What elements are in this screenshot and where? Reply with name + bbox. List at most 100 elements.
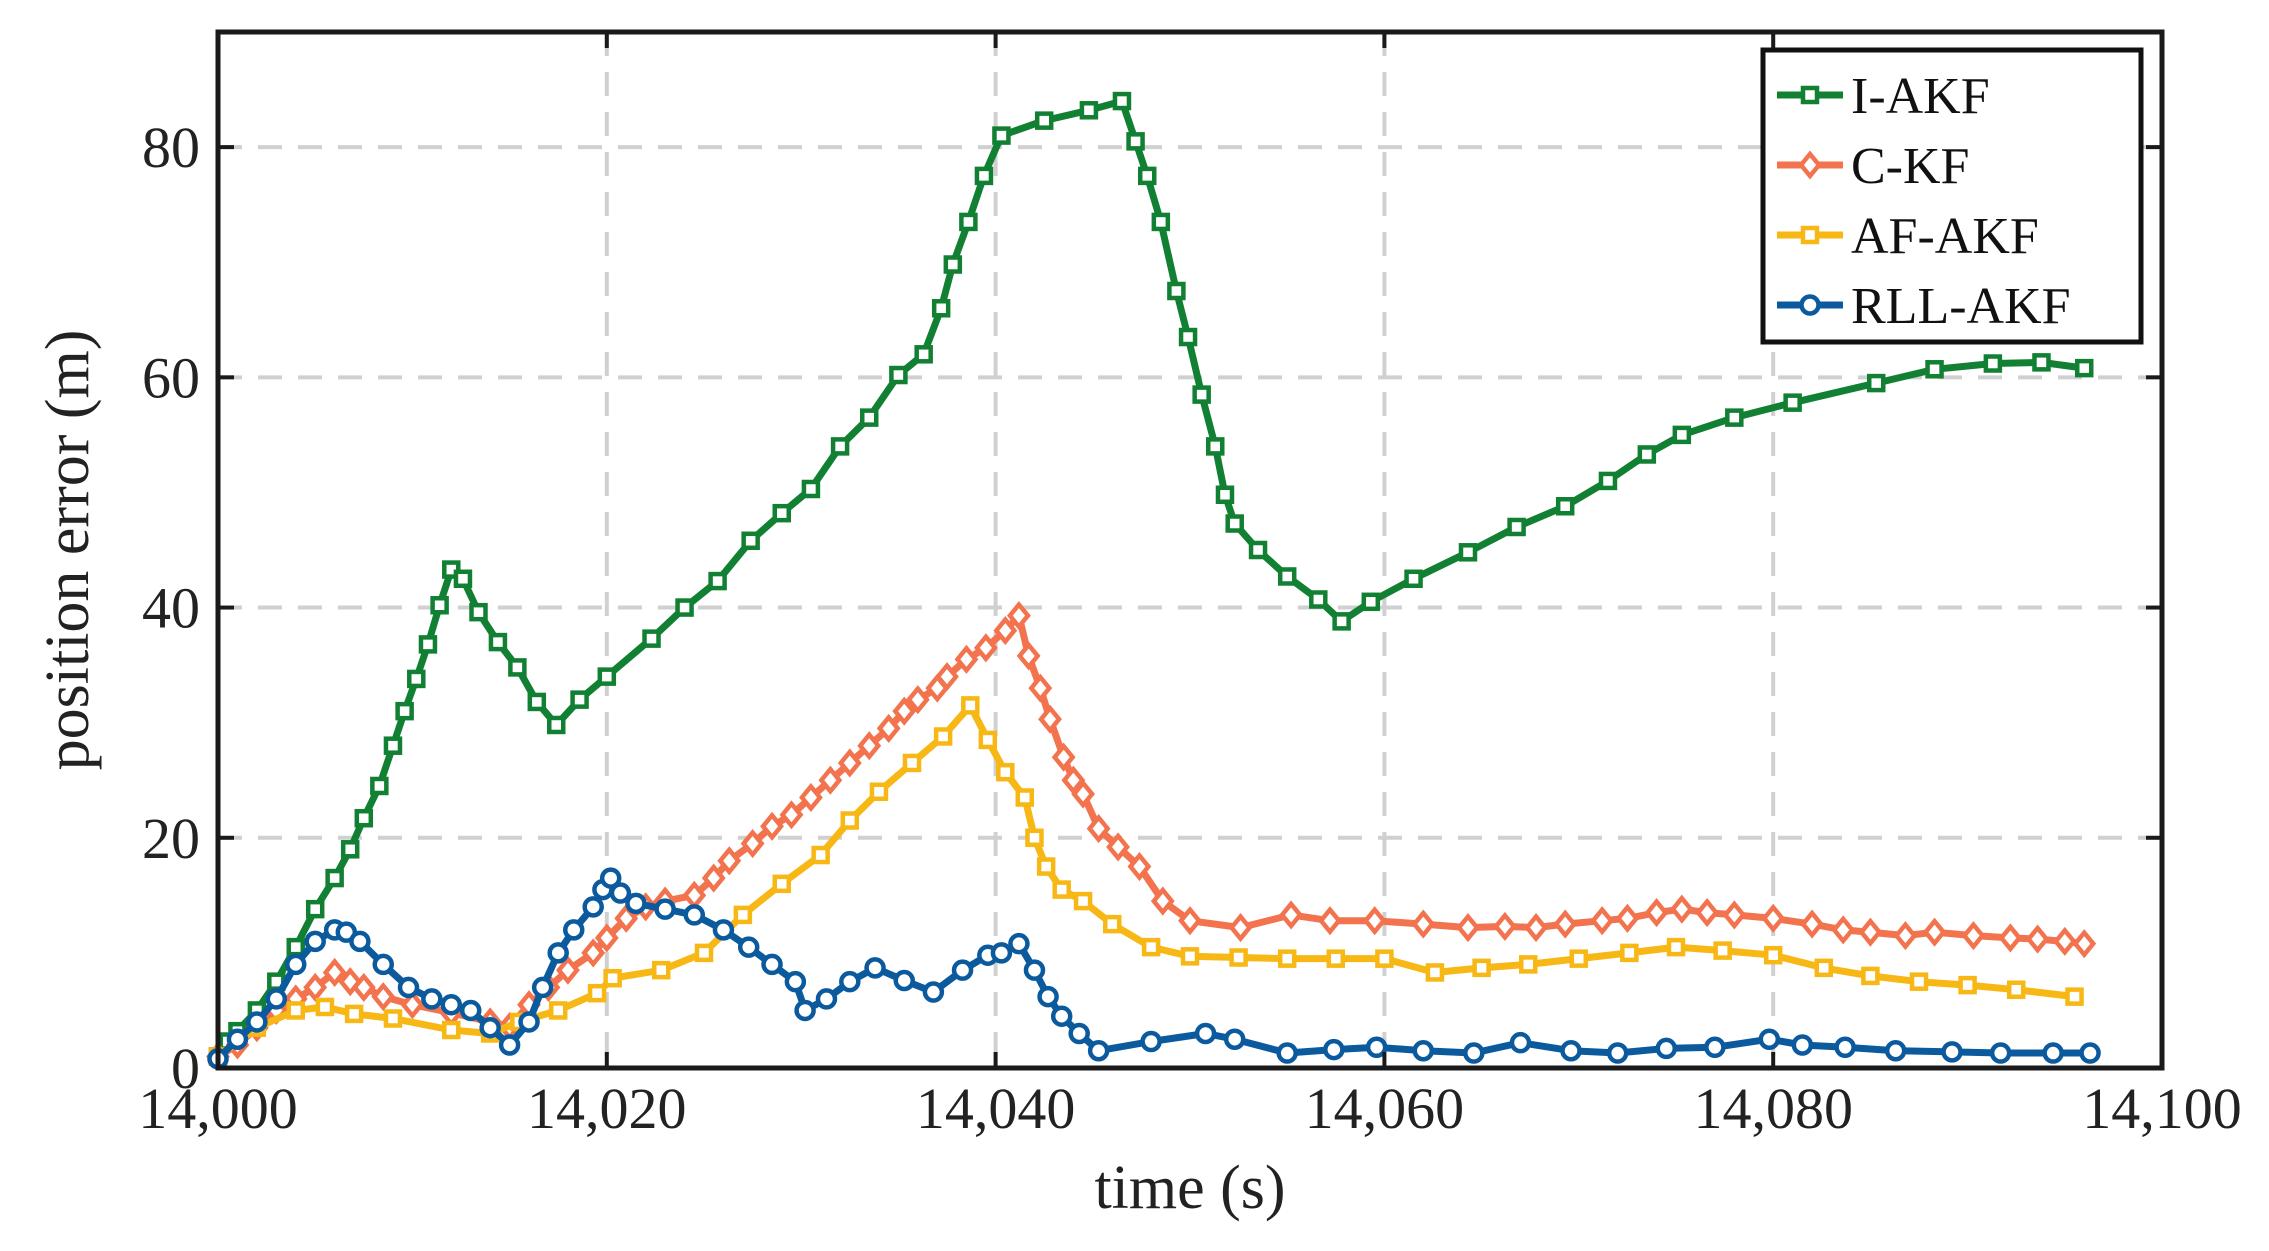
data-point-c-kf [1411, 909, 1436, 939]
data-point-af-akf [651, 960, 671, 980]
data-point-i-akf [741, 531, 760, 551]
data-point-c-kf [351, 972, 376, 1002]
data-point-rll-akf [683, 904, 706, 926]
data-point-c-kf [993, 616, 1018, 646]
data-point-i-akf [1192, 385, 1211, 404]
data-point-af-akf [733, 905, 753, 925]
data-point-i-akf [1637, 445, 1657, 464]
y-tick-label: 80 [142, 115, 200, 180]
data-point-af-akf [1713, 941, 1732, 960]
data-point-rll-akf [531, 976, 554, 999]
data-point-c-kf [740, 828, 765, 859]
data-point-rll-akf [1655, 1037, 1678, 1060]
data-point-af-akf [2006, 980, 2026, 999]
data-point-i-akf [547, 715, 566, 735]
data-point-c-kf [1961, 921, 1986, 951]
legend-box [1760, 47, 2144, 345]
legend-marker-i-akf [1800, 85, 1820, 105]
data-point-i-akf [286, 937, 306, 957]
data-point-i-akf [675, 598, 694, 617]
data-point-c-kf [1028, 673, 1053, 703]
data-point-rll-akf [1989, 1042, 2012, 1064]
data-point-c-kf [701, 863, 726, 893]
data-point-af-akf [1180, 947, 1200, 966]
legend-marker-c-kf [1798, 150, 1822, 180]
data-point-af-akf [442, 1020, 461, 1040]
data-point-af-akf [548, 1001, 568, 1020]
data-point-c-kf [1007, 601, 1031, 631]
data-point-af-akf [996, 762, 1015, 782]
data-point-rll-akf [1791, 1034, 1814, 1056]
x-tick-label: 14,000 [138, 1076, 298, 1141]
data-point-af-akf [1141, 937, 1161, 957]
data-point-rll-akf [582, 896, 604, 918]
x-tick-label: 14,080 [1693, 1076, 1853, 1141]
data-point-i-akf [1404, 569, 1423, 589]
data-point-rll-akf [1050, 1005, 1073, 1027]
data-point-af-akf [1519, 955, 1538, 974]
data-point-i-akf [1178, 327, 1198, 347]
data-point-c-kf [2025, 924, 2050, 954]
data-point-c-kf [954, 644, 979, 674]
data-point-c-kf [876, 713, 901, 743]
data-point-rll-akf [479, 1016, 501, 1039]
data-point-c-kf [973, 633, 998, 663]
x-tick-label: 14,100 [2082, 1076, 2242, 1141]
data-point-i-akf [642, 629, 661, 648]
data-point-af-akf [1763, 945, 1783, 965]
data-point-c-kf [1553, 909, 1578, 939]
data-point-af-akf [1909, 972, 1929, 991]
data-point-i-akf [1167, 281, 1186, 301]
data-point-i-akf [430, 596, 449, 615]
data-point-c-kf [1456, 913, 1480, 943]
data-point-c-kf [1016, 641, 1041, 671]
y-tick-label: 60 [142, 345, 200, 410]
data-point-i-akf [407, 669, 426, 689]
data-point-c-kf [857, 731, 882, 761]
data-point-i-akf [488, 632, 508, 652]
data-point-c-kf [1858, 917, 1883, 947]
legend-label-i-akf: I-AKF [1851, 68, 1990, 125]
data-point-i-akf [992, 126, 1011, 145]
data-point-i-akf [772, 503, 792, 523]
data-point-rll-akf [265, 988, 288, 1010]
data-point-af-akf [1326, 949, 1346, 968]
data-point-c-kf [1071, 779, 1095, 809]
data-point-af-akf [315, 997, 335, 1017]
data-point-rll-akf [1223, 1028, 1246, 1050]
data-point-af-akf [1229, 948, 1248, 967]
legend-label-af-akf: AF-AKF [1851, 208, 2039, 265]
tick-layer: 14,000 14,020 14,040 14,060 14,080 14,100 0 20 4… [138, 32, 2242, 1141]
data-point-i-akf [1034, 111, 1054, 130]
data-point-c-kf [1590, 906, 1615, 936]
data-point-c-kf [905, 685, 930, 715]
data-point-i-akf [527, 692, 547, 712]
data-point-i-akf [959, 212, 978, 232]
data-point-i-akf [570, 690, 589, 709]
data-point-af-akf [961, 696, 980, 715]
data-point-i-akf [1112, 91, 1132, 111]
data-point-rll-akf [349, 930, 371, 953]
data-point-c-kf [1922, 917, 1947, 947]
data-point-rll-akf [459, 999, 482, 1022]
data-point-i-akf [2032, 353, 2051, 372]
data-point-rll-akf [1560, 1039, 1582, 1062]
data-point-rll-akf [1834, 1036, 1856, 1059]
data-point-rll-akf [794, 999, 816, 1022]
data-point-i-akf [914, 345, 933, 364]
data-point-af-akf [1958, 975, 1977, 995]
data-point-c-kf [935, 662, 959, 692]
data-point-af-akf [869, 782, 889, 801]
data-point-rll-akf [784, 970, 807, 993]
data-point-i-akf [1507, 517, 1526, 537]
data-point-i-akf [1206, 437, 1225, 456]
data-point-i-akf [830, 437, 850, 456]
data-point-i-akf [469, 602, 488, 622]
series-layer [206, 91, 2101, 1072]
x-tick-label: 14,040 [916, 1076, 1076, 1141]
data-point-rll-akf [864, 957, 886, 979]
data-point-rll-akf [1323, 1038, 1345, 1061]
data-point-rll-akf [654, 898, 676, 920]
data-point-rll-akf [1606, 1042, 1629, 1064]
